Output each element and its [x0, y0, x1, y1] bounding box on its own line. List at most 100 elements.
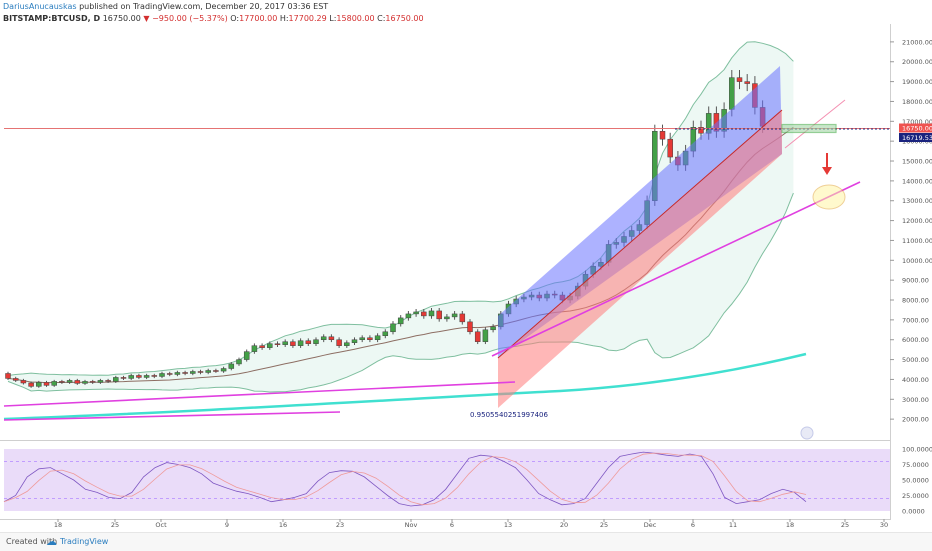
candle	[344, 340, 350, 348]
candle	[5, 371, 11, 381]
candle	[267, 341, 273, 350]
candle-body	[12, 378, 19, 381]
candle-body	[282, 341, 288, 345]
target-ellipse	[812, 184, 846, 210]
candle-body	[344, 342, 350, 346]
price-tick-label: 21000.00	[902, 38, 932, 46]
candle	[243, 349, 250, 362]
price-axis[interactable]: 21000.00 20000.00 19000.00 18000.00 17000.00…	[890, 24, 932, 520]
candle-body	[243, 351, 250, 360]
price-tick-label: 10000.00	[902, 257, 932, 265]
oscillator-band	[4, 449, 890, 511]
price-tick-label: 2000.00	[902, 416, 929, 424]
candle	[390, 321, 396, 335]
candle-body	[667, 138, 673, 158]
second-price-badge-text: 16719.53	[902, 134, 932, 142]
last-price-badge	[899, 123, 932, 133]
high-value: 17700.29	[288, 14, 327, 23]
candle	[113, 375, 119, 383]
price-chart[interactable]: 0.9505540251997406 21000.00 20000.00 19000…	[0, 24, 932, 532]
time-tick-label: 16	[279, 521, 287, 529]
candle	[97, 378, 104, 384]
footer: Created with ☁ TradingView	[0, 532, 932, 551]
price-tick-label: 14000.00	[902, 177, 932, 185]
time-tick-label: Dec	[644, 521, 657, 529]
stoch-d-line	[3, 452, 807, 506]
candle	[474, 329, 481, 345]
regression-channel-lower	[498, 110, 782, 408]
published-text: published on TradingView.com, December 2…	[79, 2, 329, 11]
candle-body	[290, 341, 296, 346]
candle-body	[59, 381, 65, 383]
candle	[228, 362, 235, 371]
candle	[220, 366, 227, 373]
candle	[328, 334, 335, 343]
time-tick-label: Oct	[155, 521, 167, 529]
price-tick-label: 9000.00	[902, 277, 929, 285]
down-arrow-head	[822, 167, 832, 175]
time-tick-label: 25	[111, 521, 119, 529]
candle	[74, 378, 81, 385]
price-tick-label: 20000.00	[902, 58, 932, 66]
oscillator-tick-label: 75.0000	[902, 461, 929, 469]
time-tick-label: 13	[504, 521, 512, 529]
candle-body	[236, 359, 242, 365]
candle	[128, 373, 134, 381]
candle	[459, 311, 466, 325]
candle-body	[374, 335, 381, 340]
time-tick-label: 25	[841, 521, 849, 529]
candle-body	[405, 313, 412, 319]
price-change: ▼ −950.00 (−5.37%)	[143, 14, 228, 23]
candle	[59, 379, 65, 384]
candle-body	[5, 373, 11, 379]
candle-body	[313, 339, 319, 344]
candle	[28, 381, 34, 388]
candle-body	[151, 375, 158, 377]
time-tick-label: 6	[450, 521, 454, 529]
candle-body	[397, 317, 404, 325]
stoch-k-line	[3, 451, 807, 507]
publish-line: DariusAnucauskas published on TradingVie…	[3, 1, 903, 13]
candle-body	[43, 382, 50, 386]
candle-body	[82, 381, 88, 384]
candle	[120, 375, 127, 381]
price-tick-label: 8000.00	[902, 297, 929, 305]
time-axis[interactable]: 18 25 Oct 9 16 23 Nov 6 13 20 25 Dec 6 11 18 25 30	[54, 519, 888, 529]
candle	[136, 373, 142, 380]
candle	[197, 369, 204, 375]
candle-body	[66, 380, 73, 383]
close-value: 16750.00	[385, 14, 424, 23]
candle-body	[451, 313, 458, 318]
oscillator-tick-label: 25.0000	[902, 492, 929, 500]
price-tick-label: 3000.00	[902, 396, 929, 404]
time-tick-label: 20	[560, 521, 568, 529]
candle	[259, 343, 265, 350]
candle	[444, 314, 450, 322]
candle-body	[97, 380, 104, 383]
time-tick-label: 11	[729, 521, 737, 529]
candle-body	[351, 339, 358, 343]
ohlc-line: BITSTAMP:BTCUSD, D 16750.00 ▼ −950.00 (−…	[3, 13, 903, 25]
candle	[313, 337, 319, 346]
candle-body	[659, 130, 666, 140]
support-box	[781, 123, 837, 134]
time-tick-label: 18	[54, 521, 62, 529]
candle-body	[367, 337, 373, 340]
candle-body	[274, 343, 281, 345]
trendline-lower	[3, 381, 516, 407]
author-link[interactable]: DariusAnucauskas	[3, 2, 77, 11]
open-label: O:	[230, 14, 240, 23]
candle-body	[297, 340, 304, 346]
candle	[320, 334, 327, 343]
tradingview-cloud-icon: ☁	[46, 535, 57, 548]
open-value: 17700.00	[239, 14, 278, 23]
candle	[251, 343, 258, 354]
price-tick-label: 19000.00	[902, 78, 932, 86]
candle	[467, 319, 473, 335]
tradingview-brand[interactable]: TradingView	[60, 537, 109, 546]
candle	[405, 311, 412, 321]
candle	[297, 338, 304, 348]
low-label: L:	[329, 14, 337, 23]
candle-body	[20, 380, 27, 384]
time-tick-label: 6	[691, 521, 695, 529]
